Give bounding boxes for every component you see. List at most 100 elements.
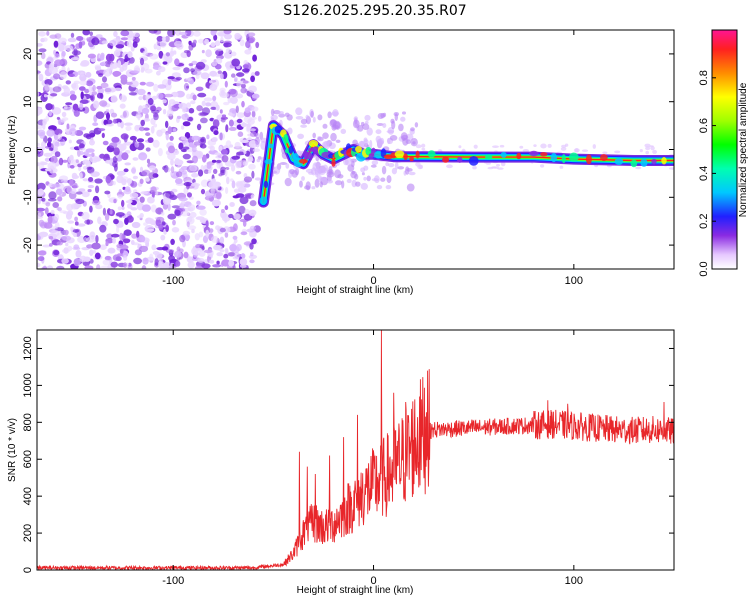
noise-blob: [199, 209, 207, 216]
noise-blob: [124, 122, 133, 126]
snr-x-label: Height of straight line (km): [297, 585, 414, 596]
halo-blob: [316, 174, 322, 182]
noise-blob: [74, 221, 79, 226]
noise-blob: [162, 196, 172, 205]
noise-blob: [186, 50, 191, 58]
noise-blob: [212, 119, 220, 128]
noise-blob: [37, 199, 41, 205]
noise-blob: [247, 156, 254, 162]
noise-blob: [38, 73, 44, 82]
noise-blob: [68, 139, 72, 144]
halo-blob: [391, 120, 396, 130]
noise-blob: [147, 196, 155, 204]
noise-blob: [52, 86, 62, 93]
halo-blob: [322, 123, 328, 129]
noise-blob: [186, 102, 192, 108]
ridge-blob: [374, 150, 383, 159]
halo-blob: [496, 163, 500, 167]
noise-blob: [135, 113, 142, 119]
noise-blob: [191, 145, 197, 153]
noise-blob: [192, 178, 196, 184]
halo-blob: [533, 144, 537, 148]
noise-blob: [109, 39, 117, 47]
noise-blob: [196, 105, 203, 112]
noise-blob: [44, 157, 51, 162]
noise-blob: [132, 175, 138, 180]
noise-blob: [183, 251, 189, 259]
noise-blob: [97, 216, 102, 225]
noise-blob: [228, 260, 235, 267]
noise-blob: [99, 62, 106, 67]
noise-blob: [199, 244, 205, 249]
halo-blob: [574, 148, 579, 153]
noise-blob: [145, 132, 151, 137]
noise-blob: [178, 197, 188, 202]
noise-blob: [72, 175, 79, 179]
noise-blob: [220, 149, 228, 155]
noise-blob: [147, 137, 154, 144]
noise-blob: [84, 265, 94, 269]
halo-blob: [500, 161, 506, 167]
halo-blob: [408, 171, 416, 176]
noise-blob: [38, 219, 45, 227]
noise-blob: [204, 102, 212, 107]
halo-blob: [273, 166, 281, 175]
noise-blob: [197, 257, 205, 263]
noise-blob: [167, 203, 171, 211]
noise-blob: [237, 131, 244, 137]
noise-blob: [178, 142, 184, 150]
noise-blob: [120, 30, 130, 37]
halo-blob: [446, 164, 453, 169]
ridge-blob: [365, 146, 372, 156]
noise-blob: [223, 30, 232, 35]
noise-blob: [201, 49, 205, 54]
snr-series-line: [37, 330, 674, 570]
noise-blob: [138, 96, 143, 101]
noise-blob: [75, 250, 82, 258]
noise-blob: [241, 100, 245, 108]
halo-blob: [329, 119, 337, 128]
noise-blob: [61, 258, 69, 264]
noise-blob: [63, 185, 72, 193]
snr-panel: -100 0 100 0 200 400 600 800 1000 1200 Height of…: [7, 329, 675, 596]
noise-blob: [78, 143, 85, 149]
noise-blob: [69, 94, 77, 101]
noise-blob: [150, 186, 157, 195]
noise-blob: [187, 192, 192, 198]
noise-blob: [37, 142, 41, 147]
noise-blob: [221, 259, 231, 267]
noise-blob: [203, 249, 213, 254]
noise-blob: [183, 182, 192, 187]
noise-blob: [56, 265, 65, 269]
noise-blob: [231, 73, 236, 78]
halo-blob: [402, 111, 406, 115]
noise-blob: [156, 45, 162, 51]
halo-blob: [310, 110, 314, 118]
noise-blob: [47, 215, 53, 224]
noise-blob: [66, 203, 74, 212]
noise-blob: [169, 259, 176, 263]
noise-blob: [119, 103, 126, 109]
ridge-blob: [283, 134, 289, 144]
noise-blob: [56, 241, 63, 246]
noise-blob: [251, 106, 259, 112]
noise-blob: [59, 210, 67, 214]
noise-blob: [68, 156, 74, 164]
noise-blob: [225, 124, 229, 133]
noise-blob: [235, 160, 242, 169]
noise-blob: [252, 54, 257, 62]
noise-blob: [224, 33, 232, 40]
halo-blob: [363, 139, 369, 146]
noise-blob: [44, 83, 51, 91]
ridge-blob: [661, 157, 667, 165]
noise-blob: [199, 143, 203, 148]
noise-blob: [85, 71, 92, 78]
noise-blob: [45, 103, 53, 111]
noise-blob: [221, 155, 229, 163]
noise-blob: [180, 125, 185, 130]
noise-blob: [93, 157, 101, 162]
ridge-blob: [331, 159, 336, 167]
noise-blob: [52, 202, 59, 208]
noise-blob: [102, 207, 106, 216]
noise-blob: [61, 159, 68, 163]
